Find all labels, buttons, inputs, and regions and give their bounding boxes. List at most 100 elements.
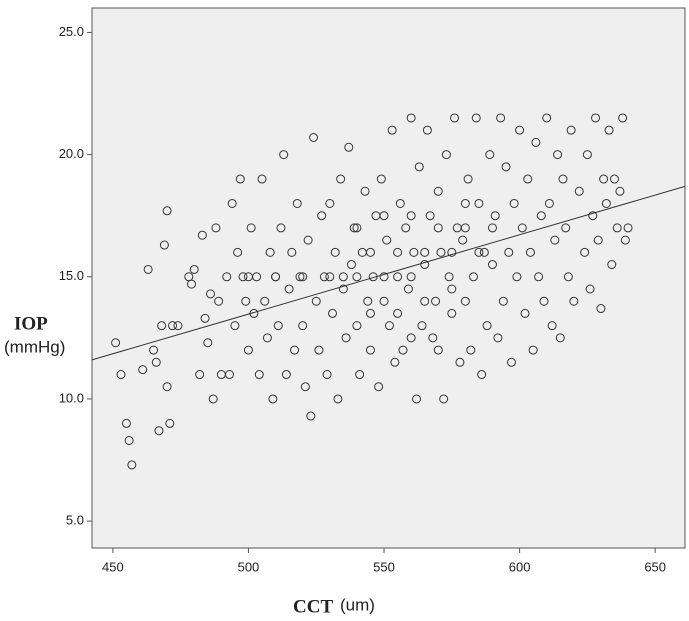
point: [187, 279, 197, 289]
point: [447, 308, 457, 318]
point: [284, 284, 294, 294]
point: [531, 137, 541, 147]
point: [338, 272, 348, 282]
y-tick-label: 5.0: [66, 513, 84, 528]
point: [379, 296, 389, 306]
point: [138, 365, 148, 375]
point: [618, 113, 628, 123]
point: [227, 198, 237, 208]
x-axis-unit: (um): [340, 595, 375, 614]
point: [550, 235, 560, 245]
point: [330, 247, 340, 257]
point: [569, 296, 579, 306]
point: [376, 174, 386, 184]
point: [306, 411, 316, 421]
point: [365, 308, 375, 318]
point: [195, 370, 205, 380]
point: [401, 223, 411, 233]
y-tick-label: 20.0: [59, 146, 84, 161]
point: [574, 186, 584, 196]
point: [336, 174, 346, 184]
point: [273, 321, 283, 331]
point: [360, 186, 370, 196]
point: [197, 230, 207, 240]
point: [338, 284, 348, 294]
point: [463, 174, 473, 184]
point: [487, 223, 497, 233]
point: [593, 235, 603, 245]
point: [504, 247, 514, 257]
point: [341, 333, 351, 343]
point: [490, 211, 500, 221]
point: [211, 223, 221, 233]
point: [487, 260, 497, 270]
point: [325, 272, 335, 282]
point: [121, 418, 131, 428]
point: [469, 272, 479, 282]
point: [425, 211, 435, 221]
point: [317, 211, 327, 221]
point: [496, 113, 506, 123]
point: [485, 150, 495, 160]
point: [322, 370, 332, 380]
point: [580, 247, 590, 257]
point: [422, 125, 432, 135]
point: [149, 345, 159, 355]
point: [151, 357, 161, 367]
point: [406, 272, 416, 282]
point: [241, 296, 251, 306]
point: [254, 370, 264, 380]
point: [262, 333, 272, 343]
point: [349, 223, 359, 233]
point: [612, 223, 622, 233]
point: [441, 150, 451, 160]
point: [588, 211, 598, 221]
y-axis-label: IOP: [14, 313, 48, 334]
point: [238, 272, 248, 282]
point: [515, 125, 525, 135]
point: [433, 223, 443, 233]
point: [314, 345, 324, 355]
point: [601, 198, 611, 208]
x-axis-label: CCT: [293, 596, 333, 617]
point: [542, 113, 552, 123]
point: [604, 125, 614, 135]
x-tick-label: 500: [238, 559, 260, 574]
point: [553, 150, 563, 160]
point: [455, 357, 465, 367]
point: [460, 223, 470, 233]
point: [599, 174, 609, 184]
point: [512, 272, 522, 282]
point: [298, 321, 308, 331]
point: [233, 247, 243, 257]
point: [414, 162, 424, 172]
plot-area: [91, 7, 686, 549]
point: [406, 211, 416, 221]
point: [523, 174, 533, 184]
point: [403, 284, 413, 294]
point: [276, 223, 286, 233]
point: [561, 223, 571, 233]
point: [290, 345, 300, 355]
point: [539, 296, 549, 306]
y-axis-unit: (mmHg): [4, 337, 65, 356]
point: [214, 296, 224, 306]
point: [271, 272, 281, 282]
point: [224, 370, 234, 380]
point: [143, 264, 153, 274]
point: [471, 113, 481, 123]
point: [591, 113, 601, 123]
point: [393, 272, 403, 282]
point: [525, 247, 535, 257]
point: [311, 296, 321, 306]
point: [482, 321, 492, 331]
point: [374, 382, 384, 392]
point: [433, 345, 443, 355]
point: [417, 321, 427, 331]
point: [582, 150, 592, 160]
point: [390, 357, 400, 367]
point: [162, 206, 172, 216]
point: [344, 142, 354, 152]
point: [162, 382, 172, 392]
point: [260, 296, 270, 306]
